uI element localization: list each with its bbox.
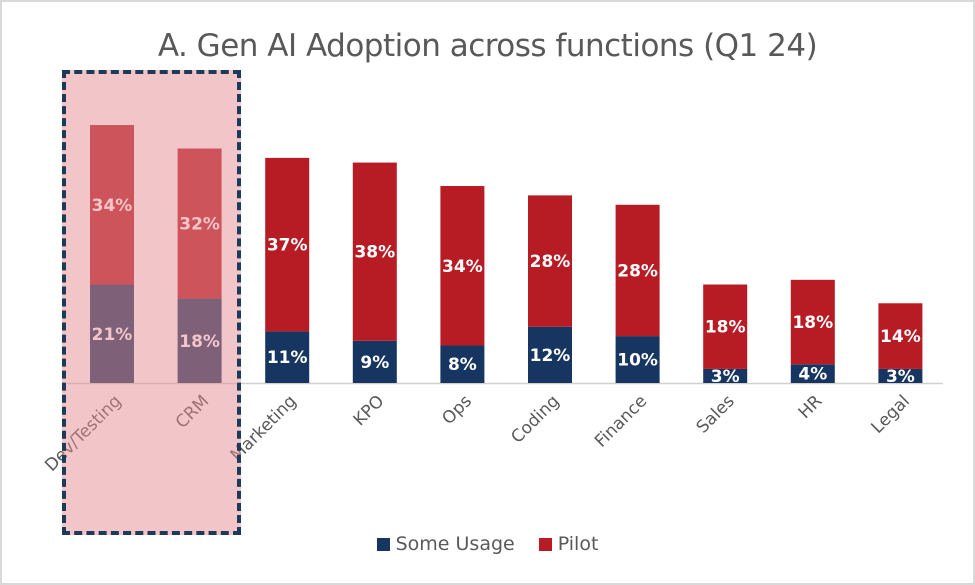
data-label: 37% bbox=[267, 236, 308, 256]
data-label: 9% bbox=[360, 353, 389, 373]
legend-label-some-usage: Some Usage bbox=[395, 533, 515, 555]
legend-swatch-pilot bbox=[538, 537, 552, 551]
data-label: 12% bbox=[530, 346, 571, 366]
bar-some-usage bbox=[265, 331, 310, 383]
category-label: Legal bbox=[868, 391, 914, 437]
data-label: 18% bbox=[705, 318, 746, 338]
bar-pilot bbox=[790, 279, 835, 365]
bar-some-usage bbox=[440, 345, 485, 383]
data-label: 10% bbox=[617, 351, 658, 371]
data-label: 3% bbox=[886, 367, 915, 387]
legend-item-some-usage: Some Usage bbox=[376, 533, 515, 555]
bar-pilot bbox=[615, 204, 660, 337]
bar-some-usage bbox=[615, 336, 660, 383]
legend: Some Usage Pilot bbox=[0, 533, 975, 555]
data-label: 34% bbox=[442, 257, 483, 277]
bar-some-usage bbox=[790, 364, 835, 383]
data-label: 28% bbox=[530, 252, 571, 272]
data-label: 11% bbox=[267, 348, 308, 368]
legend-item-pilot: Pilot bbox=[538, 533, 599, 555]
bar-pilot bbox=[265, 157, 310, 332]
category-label: HR bbox=[795, 391, 827, 423]
bar-some-usage bbox=[703, 368, 748, 383]
category-label: Sales bbox=[693, 391, 739, 437]
bar-pilot bbox=[878, 303, 923, 369]
data-label: 3% bbox=[711, 367, 740, 387]
bar-pilot bbox=[352, 162, 397, 341]
bar-some-usage bbox=[878, 368, 923, 383]
highlight-box bbox=[62, 70, 241, 535]
bar-pilot bbox=[528, 195, 572, 327]
category-label: Finance bbox=[591, 391, 651, 451]
bar-some-usage bbox=[352, 340, 397, 383]
category-label: Coding bbox=[507, 391, 563, 447]
data-label: 14% bbox=[880, 327, 921, 347]
category-label: Ops bbox=[438, 391, 476, 429]
data-label: 38% bbox=[354, 243, 395, 263]
data-label: 28% bbox=[617, 261, 658, 281]
data-label: 4% bbox=[798, 365, 827, 385]
bar-pilot bbox=[440, 186, 485, 346]
category-label: KPO bbox=[350, 391, 389, 430]
bar-pilot bbox=[703, 284, 748, 369]
data-label: 18% bbox=[792, 313, 833, 333]
bar-some-usage bbox=[528, 326, 572, 383]
legend-swatch-some-usage bbox=[376, 537, 390, 551]
chart-title: A. Gen AI Adoption across functions (Q1 … bbox=[157, 28, 818, 64]
legend-label-pilot: Pilot bbox=[557, 533, 599, 555]
data-label: 8% bbox=[448, 355, 477, 375]
